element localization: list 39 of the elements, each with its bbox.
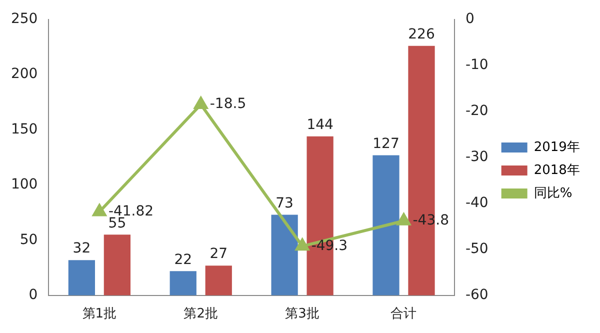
x-tick-label: 第3批 [285,306,320,322]
y-tick-label: 50 [20,232,38,248]
bar [271,214,298,296]
y2-tick-label: 0 [465,11,474,28]
bar [372,155,400,296]
legend-label: 2019年 [534,140,580,155]
data-label: 55 [108,215,126,232]
y-tick-label: 250 [10,11,38,28]
y2-tick-label: -60 [465,287,488,304]
data-label: 144 [306,117,334,134]
y2-tick-label: -20 [465,103,488,120]
y2-tick-label: -10 [465,57,488,74]
bar [68,260,95,296]
y-tick-label: 0 [28,287,38,304]
point [296,238,310,251]
point [194,97,208,109]
x-tick-label: 第1批 [82,306,117,322]
bar [170,271,196,296]
y-tick-label: 200 [10,66,38,82]
y2-tick-label: -40 [465,195,488,212]
bar [104,234,131,296]
data-label: 226 [408,26,435,43]
x-tick-label: 第2批 [184,306,218,322]
data-label: 22 [174,252,192,268]
data-label: 27 [210,246,228,262]
bar [205,266,232,296]
legend-label: 同比% [534,186,572,201]
data-label: 127 [372,136,400,152]
data-label: 32 [72,240,91,257]
data-label: 73 [276,195,294,212]
data-label: -18.5 [210,96,246,112]
legend-label: 2018年 [534,162,580,178]
y-tick-label: 150 [10,121,38,138]
y2-tick-label: -30 [465,149,488,166]
point [92,204,106,216]
x-tick-label: 合计 [390,306,417,322]
y-tick-label: 100 [10,176,38,193]
point [397,213,410,226]
y2-tick-label: -50 [465,241,488,258]
